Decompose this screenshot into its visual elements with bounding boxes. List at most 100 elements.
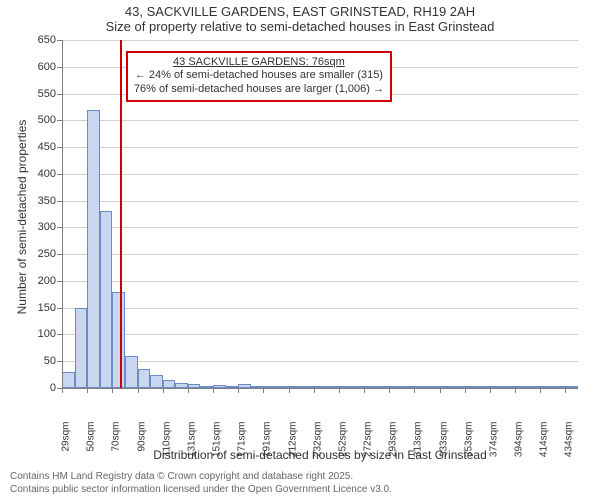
xtick-mark [414, 388, 415, 393]
xtick-label: 232sqm [312, 422, 323, 472]
xtick-mark [112, 388, 113, 393]
ytick-label: 400 [22, 168, 56, 180]
footer-line-2: Contains public sector information licen… [10, 483, 392, 496]
xtick-label: 394sqm [514, 422, 525, 472]
xtick-label: 313sqm [413, 422, 424, 472]
ytick-mark [57, 254, 62, 255]
gridline [62, 40, 578, 41]
xtick-label: 272sqm [363, 422, 374, 472]
annotation-line: ← 24% of semi-detached houses are smalle… [134, 69, 384, 83]
ytick-label: 150 [22, 302, 56, 314]
histogram-bar [100, 211, 113, 388]
xtick-label: 90sqm [136, 422, 147, 472]
histogram-bar [125, 356, 138, 388]
ytick-label: 550 [22, 88, 56, 100]
xtick-mark [163, 388, 164, 393]
xtick-mark [289, 388, 290, 393]
xtick-label: 374sqm [488, 422, 499, 472]
xtick-mark [263, 388, 264, 393]
gridline [62, 227, 578, 228]
marker-line [120, 40, 122, 388]
xtick-mark [440, 388, 441, 393]
xtick-mark [364, 388, 365, 393]
ytick-mark [57, 120, 62, 121]
ytick-label: 50 [22, 355, 56, 367]
xtick-mark [515, 388, 516, 393]
ytick-mark [57, 201, 62, 202]
ytick-label: 500 [22, 114, 56, 126]
xtick-label: 29sqm [61, 422, 72, 472]
chart-title-2: Size of property relative to semi-detach… [0, 19, 600, 34]
gridline [62, 334, 578, 335]
chart-title-1: 43, SACKVILLE GARDENS, EAST GRINSTEAD, R… [0, 0, 600, 19]
xtick-mark [465, 388, 466, 393]
ytick-mark [57, 227, 62, 228]
xtick-label: 434sqm [564, 422, 575, 472]
xtick-label: 293sqm [388, 422, 399, 472]
ytick-label: 250 [22, 248, 56, 260]
histogram-bar [87, 110, 100, 388]
xtick-mark [213, 388, 214, 393]
ytick-mark [57, 174, 62, 175]
histogram-bar [138, 369, 151, 388]
xtick-mark [565, 388, 566, 393]
y-axis-label: Number of semi-detached properties [15, 107, 29, 327]
histogram-bar [62, 372, 75, 388]
y-axis-line [62, 40, 63, 388]
xtick-mark [138, 388, 139, 393]
ytick-mark [57, 67, 62, 68]
xtick-label: 70sqm [111, 422, 122, 472]
xtick-mark [62, 388, 63, 393]
gridline [62, 147, 578, 148]
ytick-label: 450 [22, 141, 56, 153]
xtick-label: 191sqm [262, 422, 273, 472]
ytick-label: 300 [22, 221, 56, 233]
xtick-label: 333sqm [438, 422, 449, 472]
ytick-label: 650 [22, 34, 56, 46]
gridline [62, 174, 578, 175]
ytick-label: 600 [22, 61, 56, 73]
xtick-mark [389, 388, 390, 393]
ytick-mark [57, 281, 62, 282]
xtick-label: 414sqm [539, 422, 550, 472]
xtick-label: 110sqm [161, 422, 172, 472]
ytick-mark [57, 40, 62, 41]
ytick-mark [57, 361, 62, 362]
footer-attribution: Contains HM Land Registry data © Crown c… [10, 470, 392, 496]
ytick-label: 350 [22, 195, 56, 207]
annotation-line: 76% of semi-detached houses are larger (… [134, 83, 384, 97]
xtick-label: 131sqm [186, 422, 197, 472]
xtick-label: 252sqm [337, 422, 348, 472]
ytick-label: 0 [22, 382, 56, 394]
xtick-label: 171sqm [237, 422, 248, 472]
xtick-mark [87, 388, 88, 393]
gridline [62, 201, 578, 202]
gridline [62, 308, 578, 309]
ytick-label: 200 [22, 275, 56, 287]
plot-area: 43 SACKVILLE GARDENS: 76sqm← 24% of semi… [62, 40, 578, 388]
ytick-mark [57, 94, 62, 95]
xtick-label: 353sqm [463, 422, 474, 472]
xtick-label: 50sqm [86, 422, 97, 472]
ytick-mark [57, 334, 62, 335]
ytick-mark [57, 147, 62, 148]
histogram-bar [112, 292, 125, 388]
ytick-mark [57, 308, 62, 309]
xtick-mark [339, 388, 340, 393]
xtick-mark [490, 388, 491, 393]
xtick-mark [314, 388, 315, 393]
histogram-bar [163, 380, 176, 388]
footer-line-1: Contains HM Land Registry data © Crown c… [10, 470, 392, 483]
xtick-mark [188, 388, 189, 393]
xtick-mark [238, 388, 239, 393]
ytick-label: 100 [22, 328, 56, 340]
x-axis-line [62, 388, 578, 389]
gridline [62, 254, 578, 255]
gridline [62, 120, 578, 121]
xtick-label: 151sqm [212, 422, 223, 472]
xtick-mark [540, 388, 541, 393]
xtick-label: 212sqm [287, 422, 298, 472]
gridline [62, 361, 578, 362]
annotation-line: 43 SACKVILLE GARDENS: 76sqm [134, 56, 384, 70]
annotation-box: 43 SACKVILLE GARDENS: 76sqm← 24% of semi… [126, 51, 392, 102]
